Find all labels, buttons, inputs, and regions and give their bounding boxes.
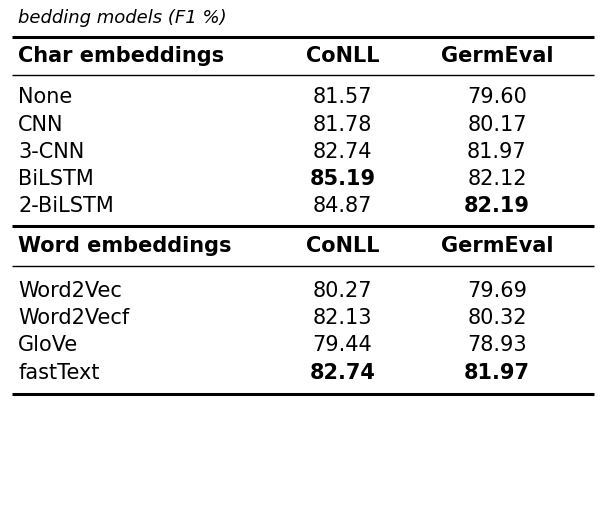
Text: Word2Vec: Word2Vec <box>18 281 122 301</box>
Text: Word2Vecf: Word2Vecf <box>18 308 130 328</box>
Text: 82.12: 82.12 <box>467 169 527 189</box>
Text: 81.57: 81.57 <box>313 88 372 107</box>
Text: None: None <box>18 88 73 107</box>
Text: Word embeddings: Word embeddings <box>18 236 231 256</box>
Text: 79.69: 79.69 <box>467 281 527 301</box>
Text: 82.13: 82.13 <box>313 308 372 328</box>
Text: 81.78: 81.78 <box>313 115 372 135</box>
Text: 80.17: 80.17 <box>467 115 527 135</box>
Text: 79.60: 79.60 <box>467 88 527 107</box>
Text: 81.97: 81.97 <box>467 142 527 162</box>
Text: 81.97: 81.97 <box>464 363 530 383</box>
Text: CoNLL: CoNLL <box>305 46 379 66</box>
Text: 84.87: 84.87 <box>313 196 372 216</box>
Text: bedding models (F1 %): bedding models (F1 %) <box>18 9 227 27</box>
Text: CoNLL: CoNLL <box>305 236 379 256</box>
Text: CNN: CNN <box>18 115 64 135</box>
Text: 85.19: 85.19 <box>309 169 376 189</box>
Text: 82.74: 82.74 <box>310 363 375 383</box>
Text: fastText: fastText <box>18 363 99 383</box>
Text: 3-CNN: 3-CNN <box>18 142 84 162</box>
Text: 80.32: 80.32 <box>467 308 527 328</box>
Text: Char embeddings: Char embeddings <box>18 46 224 66</box>
Text: 2-BiLSTM: 2-BiLSTM <box>18 196 114 216</box>
Text: GermEval: GermEval <box>441 46 553 66</box>
Text: 78.93: 78.93 <box>467 335 527 355</box>
Text: 80.27: 80.27 <box>313 281 372 301</box>
Text: 79.44: 79.44 <box>313 335 372 355</box>
Text: GloVe: GloVe <box>18 335 78 355</box>
Text: 82.19: 82.19 <box>464 196 530 216</box>
Text: BiLSTM: BiLSTM <box>18 169 94 189</box>
Text: GermEval: GermEval <box>441 236 553 256</box>
Text: 82.74: 82.74 <box>313 142 372 162</box>
